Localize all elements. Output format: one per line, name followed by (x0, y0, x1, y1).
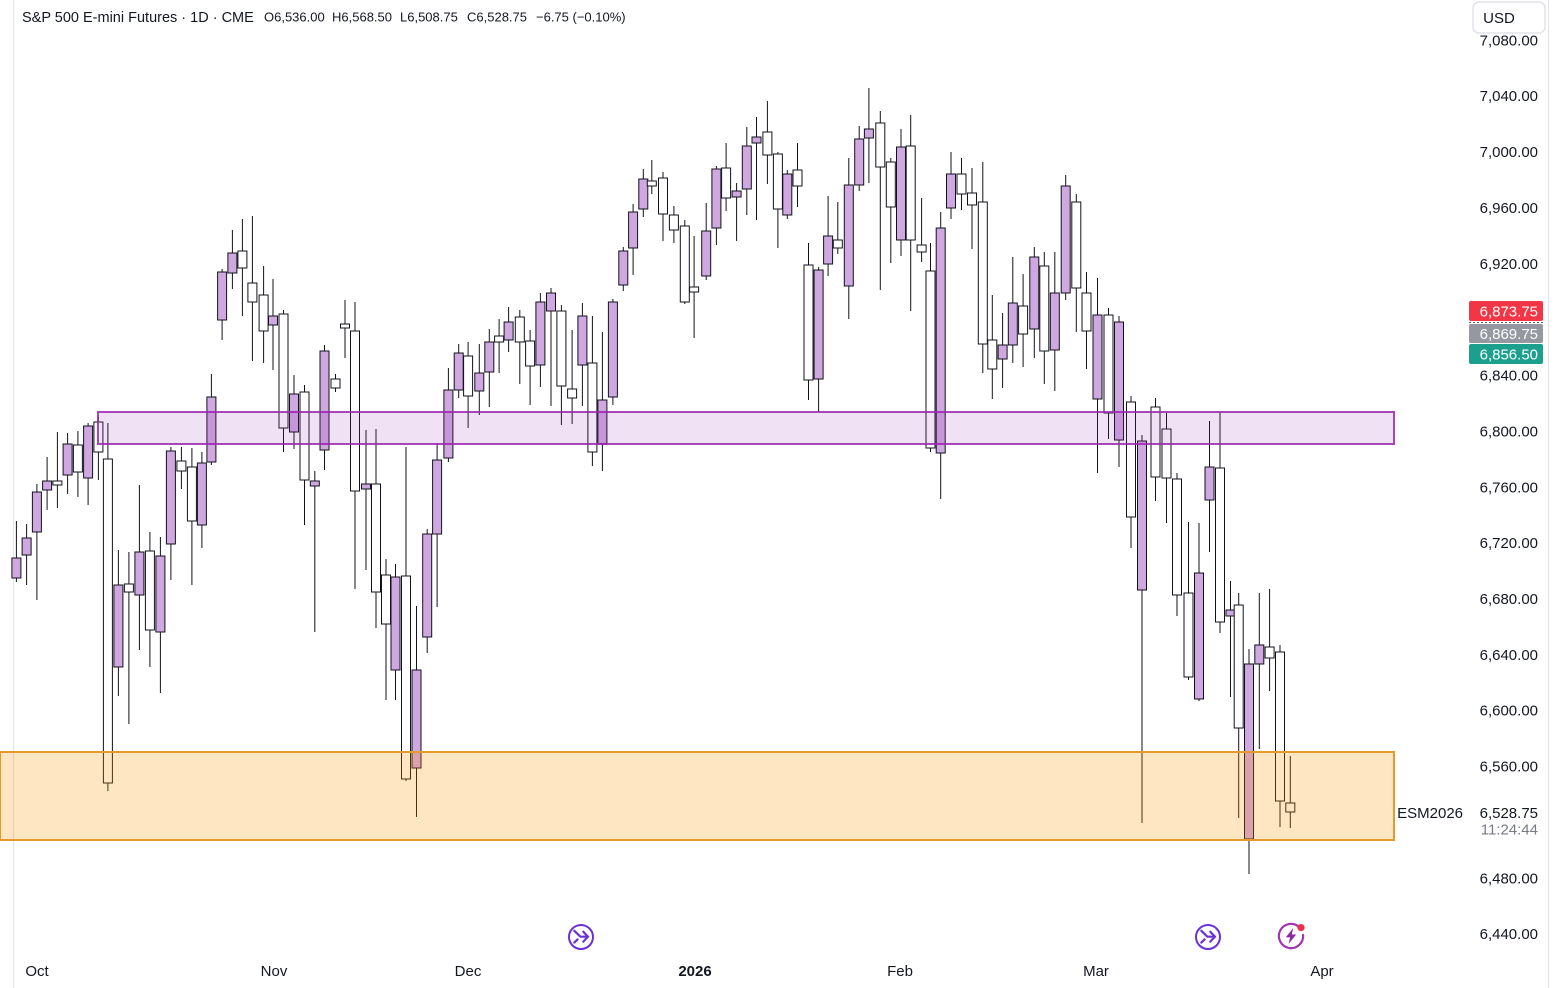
svg-text:Apr: Apr (1310, 963, 1333, 980)
svg-text:Oct: Oct (25, 963, 49, 980)
svg-text:11:24:44: 11:24:44 (1481, 822, 1538, 839)
svg-text:6,960.00: 6,960.00 (1480, 200, 1538, 217)
svg-text:Nov: Nov (261, 963, 288, 980)
svg-text:L6,508.75: L6,508.75 (400, 10, 458, 25)
svg-text:7,080.00: 7,080.00 (1480, 32, 1538, 49)
svg-text:ESM2026: ESM2026 (1397, 805, 1463, 822)
svg-text:USD: USD (1483, 10, 1515, 27)
svg-text:S&P 500 E-mini Futures · 1D ·: S&P 500 E-mini Futures · 1D · CME (22, 10, 254, 26)
svg-text:6,873.75: 6,873.75 (1480, 303, 1538, 320)
svg-text:6,680.00: 6,680.00 (1480, 591, 1538, 608)
svg-text:6,760.00: 6,760.00 (1480, 479, 1538, 496)
svg-text:6,869.75: 6,869.75 (1480, 326, 1538, 343)
svg-text:O6,536.00: O6,536.00 (264, 10, 325, 25)
svg-text:Dec: Dec (455, 963, 482, 980)
svg-text:6,528.75: 6,528.75 (1480, 805, 1538, 822)
svg-text:2026: 2026 (678, 963, 711, 980)
svg-text:6,640.00: 6,640.00 (1480, 647, 1538, 664)
svg-text:7,000.00: 7,000.00 (1480, 144, 1538, 161)
svg-text:C6,528.75: C6,528.75 (467, 10, 527, 25)
svg-text:6,560.00: 6,560.00 (1480, 759, 1538, 776)
svg-text:H6,568.50: H6,568.50 (332, 10, 392, 25)
svg-text:Feb: Feb (887, 963, 913, 980)
svg-text:−6.75 (−0.10%): −6.75 (−0.10%) (536, 10, 626, 25)
svg-text:7,040.00: 7,040.00 (1480, 88, 1538, 105)
svg-text:6,480.00: 6,480.00 (1480, 870, 1538, 887)
svg-text:Mar: Mar (1083, 963, 1109, 980)
svg-text:6,920.00: 6,920.00 (1480, 256, 1538, 273)
svg-text:6,856.50: 6,856.50 (1480, 346, 1538, 363)
svg-text:6,840.00: 6,840.00 (1480, 368, 1538, 385)
svg-text:6,800.00: 6,800.00 (1480, 423, 1538, 440)
svg-text:6,440.00: 6,440.00 (1480, 926, 1538, 943)
svg-text:6,600.00: 6,600.00 (1480, 703, 1538, 720)
svg-text:6,720.00: 6,720.00 (1480, 535, 1538, 552)
